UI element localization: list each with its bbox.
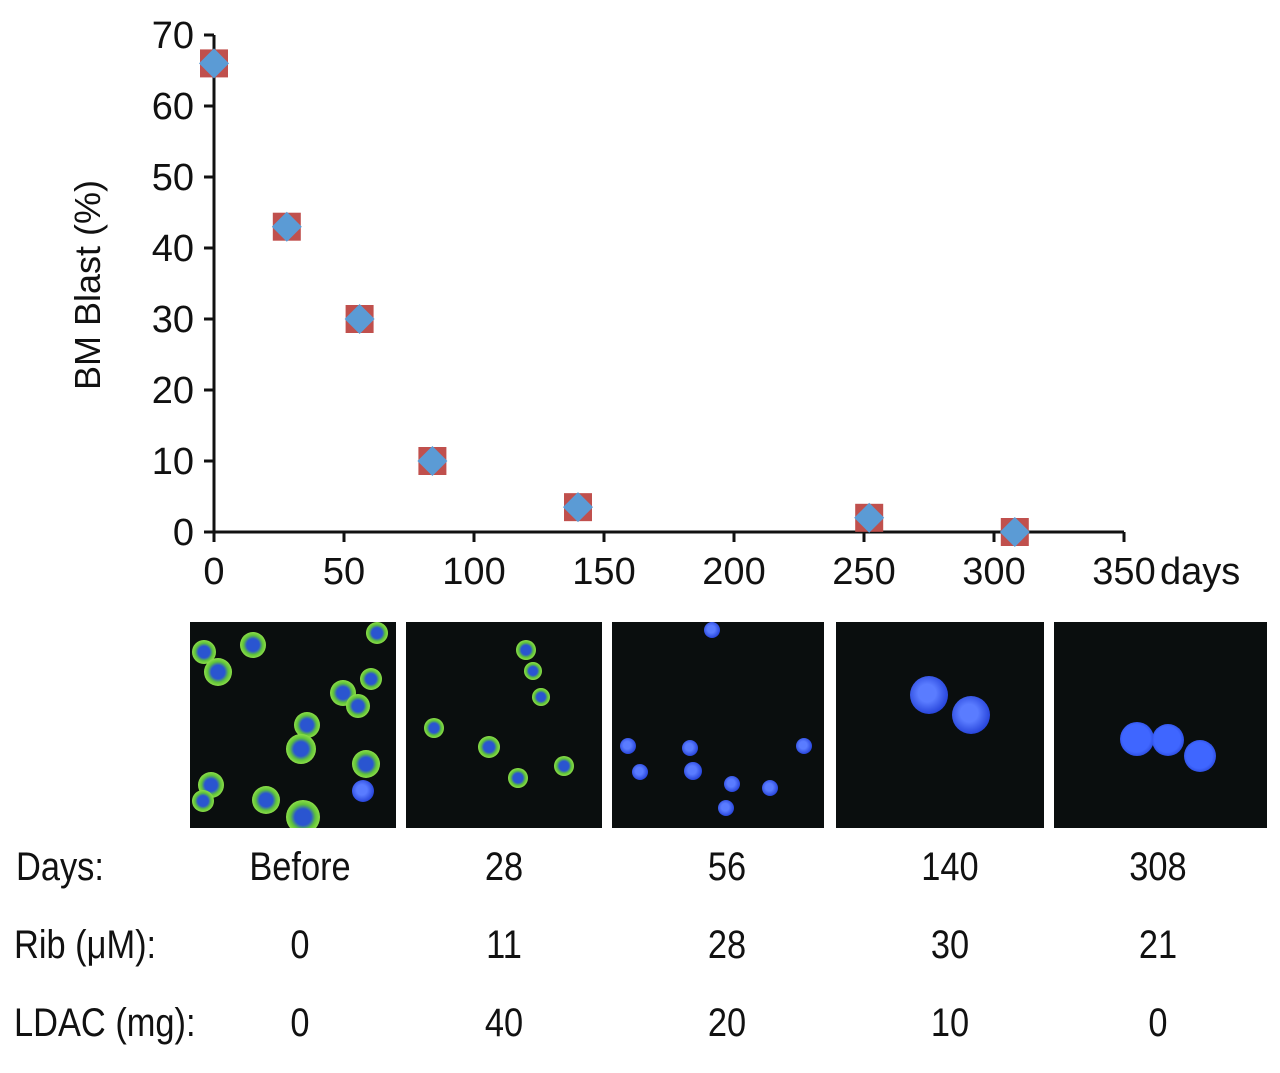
cell-image [762, 780, 778, 796]
microscopy-panels [190, 622, 1267, 828]
x-tick-label: 100 [442, 551, 505, 593]
x-axis-unit-label: days [1160, 551, 1240, 593]
cell-image [360, 668, 382, 690]
cell-image [684, 762, 702, 780]
table-cell: 56 [707, 845, 747, 889]
y-tick-label: 50 [152, 157, 194, 199]
cell-image [294, 712, 320, 738]
cell-image [532, 688, 550, 706]
table-row-ldac: LDAC (mg): 0 40 20 10 0 [0, 1001, 1280, 1053]
table-cell: 10 [930, 1001, 970, 1045]
cell-image [508, 768, 528, 788]
x-tick-label: 0 [203, 551, 224, 593]
cell-image [286, 734, 316, 764]
cell-image [620, 738, 636, 754]
cell-image [192, 790, 214, 812]
microscopy-panel-day-140 [836, 622, 1044, 828]
table-cell: 0 [290, 1001, 310, 1045]
microscopy-panel-day-56 [612, 622, 824, 828]
x-tick-label: 200 [702, 551, 765, 593]
row-label: LDAC (mg): [14, 1001, 196, 1045]
cell-image [682, 740, 698, 756]
cell-image [478, 736, 500, 758]
cell-image [286, 800, 320, 828]
cell-image [1184, 740, 1216, 772]
cell-image [516, 640, 536, 660]
x-tick-label: 350 [1092, 551, 1155, 593]
data-point [271, 211, 302, 242]
cell-image [724, 776, 740, 792]
x-axis-ticks: 0 50 100 150 200 250 300 350 days [203, 532, 1240, 593]
chart-axes [212, 35, 1124, 534]
table-cell: 28 [707, 923, 747, 967]
y-tick-label: 0 [173, 512, 194, 554]
table-cell: 28 [484, 845, 524, 889]
cell-image [524, 662, 542, 680]
cell-image [346, 694, 370, 718]
table-row-days: Days: Before 28 56 140 308 [0, 845, 1280, 897]
cell-image [1120, 722, 1154, 756]
table-cell: 30 [930, 923, 970, 967]
cell-image [204, 658, 232, 686]
cell-image [718, 800, 734, 816]
table-cell: 20 [707, 1001, 747, 1045]
data-points [199, 48, 1030, 547]
cell-image [352, 750, 380, 778]
y-tick-label: 30 [152, 299, 194, 341]
microscopy-panel-day-28 [406, 622, 602, 828]
data-point [999, 517, 1030, 547]
y-axis-title: BM Blast (%) [67, 180, 108, 390]
scatter-chart: 0 10 20 30 40 50 60 70 0 50 100 150 200 250 300 350 day… [67, 15, 1240, 593]
table-cell: Before [249, 845, 351, 889]
cell-image [1152, 724, 1184, 756]
cell-image [352, 780, 374, 802]
row-label: Days: [16, 845, 104, 889]
y-tick-label: 20 [152, 370, 194, 412]
cell-image [704, 622, 720, 638]
y-tick-label: 40 [152, 228, 194, 270]
data-point [854, 502, 885, 533]
data-point [417, 446, 448, 476]
x-tick-label: 250 [832, 551, 895, 593]
microscopy-panel-before [190, 622, 396, 828]
y-tick-label: 70 [152, 15, 194, 57]
data-point [344, 304, 375, 334]
cell-image [796, 738, 812, 754]
y-tick-label: 60 [152, 86, 194, 128]
cell-image [252, 786, 280, 814]
x-tick-label: 50 [323, 551, 365, 593]
x-tick-label: 300 [962, 551, 1025, 593]
table-cell: 0 [290, 923, 310, 967]
table-cell: 21 [1138, 923, 1178, 967]
table-cell: 11 [486, 923, 522, 967]
row-label: Rib (μM): [14, 923, 157, 967]
table-cell: 140 [921, 845, 979, 889]
cell-image [554, 756, 574, 776]
table-cell: 308 [1129, 845, 1187, 889]
table-cell: 0 [1148, 1001, 1168, 1045]
cell-image [366, 622, 388, 644]
x-tick-label: 150 [572, 551, 635, 593]
cell-image [910, 676, 948, 714]
cell-image [952, 696, 990, 734]
microscopy-panel-day-308 [1054, 622, 1267, 828]
table-row-rib: Rib (μM): 0 11 28 30 21 [0, 923, 1280, 975]
cell-image [240, 632, 266, 658]
data-point [199, 48, 229, 79]
data-point [563, 492, 593, 523]
cell-image [632, 764, 648, 780]
y-axis-ticks: 0 10 20 30 40 50 60 70 [152, 15, 214, 554]
y-tick-label: 10 [152, 441, 194, 483]
cell-image [424, 718, 444, 738]
table-cell: 40 [484, 1001, 524, 1045]
